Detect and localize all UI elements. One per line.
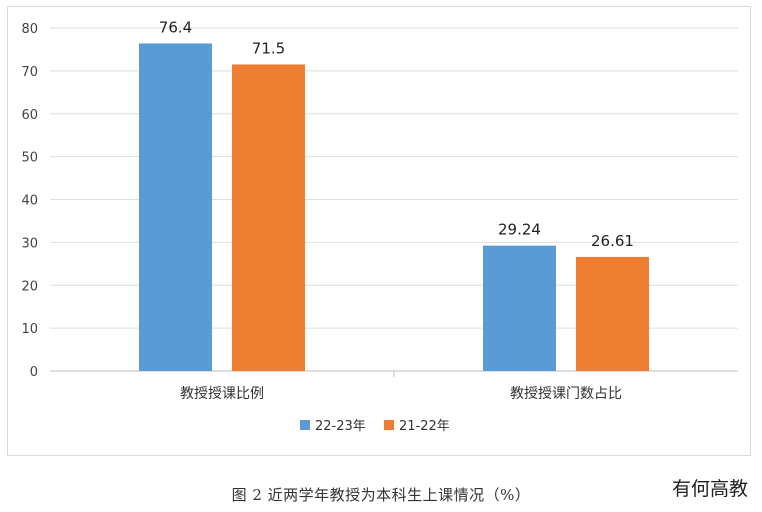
y-tick-label: 70 (21, 65, 38, 80)
bar (139, 43, 212, 372)
data-label: 29.24 (498, 221, 541, 239)
bar (232, 64, 305, 371)
legend-swatch (384, 420, 394, 430)
x-category-label: 教授授课比例 (180, 386, 264, 402)
chart-frame (7, 6, 751, 456)
bar-chart: 0 10 20 30 40 50 60 70 80 76.4 71.5 教授授课比例 29.24 26.6… (21, 18, 738, 434)
legend-label: 21-22年 (399, 419, 450, 434)
y-tick-label: 80 (21, 22, 38, 37)
y-tick-label: 50 (21, 151, 38, 166)
legend-swatch (300, 420, 310, 430)
y-tick-label: 10 (21, 322, 38, 337)
bar (483, 245, 556, 371)
data-label: 76.4 (159, 18, 192, 36)
y-tick-label: 60 (21, 108, 38, 123)
legend-label: 22-23年 (315, 419, 366, 434)
data-label: 71.5 (252, 39, 285, 57)
bar (576, 256, 649, 371)
figure-caption: 图 2 近两学年教授为本科生上课情况（%） (231, 486, 531, 504)
y-tick-label: 20 (21, 279, 38, 294)
y-tick-label: 0 (30, 365, 38, 380)
y-tick-label: 30 (21, 236, 38, 251)
watermark-text: 有何高教 (671, 478, 748, 500)
x-category-label: 教授授课门数占比 (510, 386, 622, 402)
data-label: 26.61 (591, 232, 634, 250)
y-tick-label: 40 (21, 194, 38, 209)
